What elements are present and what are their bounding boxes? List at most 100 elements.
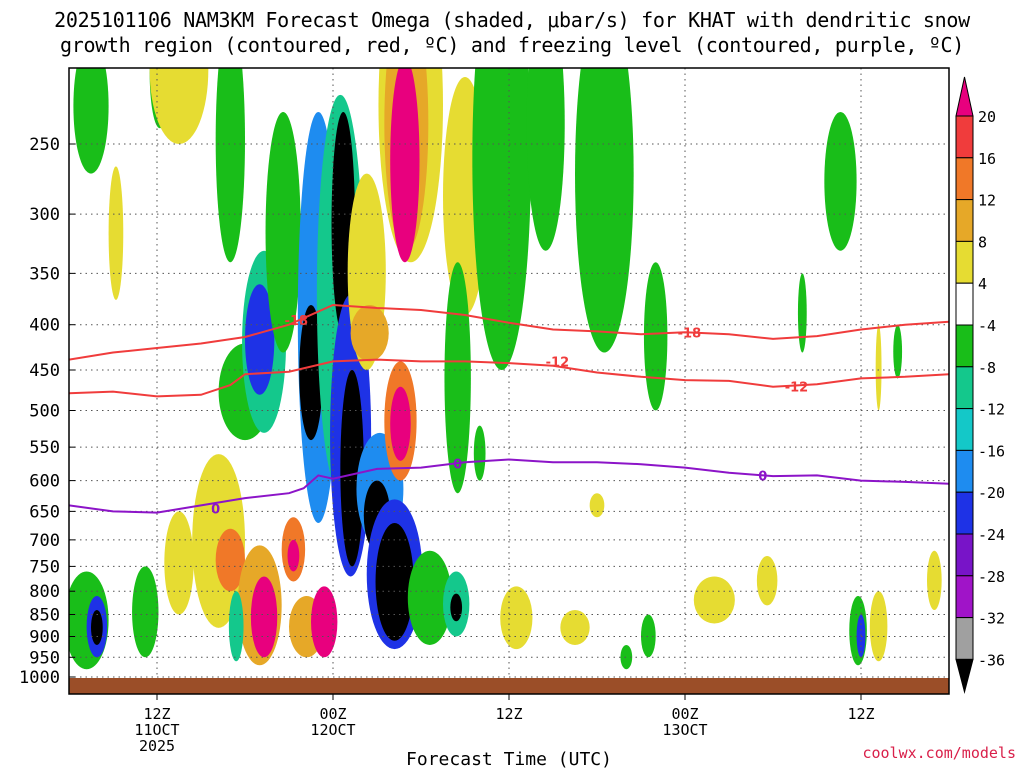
colorbar-segment-6 <box>955 366 974 410</box>
omega-blob-60 <box>927 550 942 610</box>
omega-blob-39 <box>91 609 103 645</box>
y-tick-label-350: 350 <box>29 264 60 284</box>
omega-blob-0 <box>108 166 124 300</box>
omega-blob-56 <box>756 556 778 606</box>
colorbar-top-cap <box>955 76 974 117</box>
omega-blob-29 <box>472 68 531 370</box>
contour-label-5: 0 <box>453 458 462 473</box>
contour-label-4: 0 <box>211 502 220 517</box>
omega-blob-33 <box>824 111 857 251</box>
omega-blob-13 <box>340 369 364 567</box>
x-tick-label-0-2: 2025 <box>139 737 175 755</box>
colorbar-bottom-cap <box>955 658 974 694</box>
grid <box>69 68 949 680</box>
omega-blob-59 <box>869 591 888 662</box>
omega-blob-17 <box>375 523 414 641</box>
omega-blob-25 <box>350 304 389 362</box>
y-tick-label-400: 400 <box>29 316 60 336</box>
y-tick-label-950: 950 <box>29 648 60 668</box>
dendritic-contour-1 <box>69 358 949 398</box>
omega-blob-51 <box>500 586 533 650</box>
y-tick-label-1000: 1000 <box>19 668 60 688</box>
omega-blob-47 <box>287 539 300 572</box>
chart-title-line1: 2025101106 NAM3KM Forecast Omega (shaded… <box>54 8 970 32</box>
dendritic-contour-0 <box>69 303 949 361</box>
x-tick-label-0-0: 12Z <box>143 705 170 723</box>
colorbar-label-8: -16 <box>978 442 1005 460</box>
omega-blob-32 <box>643 262 668 411</box>
omega-blob-62 <box>589 493 605 518</box>
contour-label-3: -12 <box>785 381 809 396</box>
colorbar-segment-7 <box>955 408 974 451</box>
y-tick-label-800: 800 <box>29 582 60 602</box>
y-tick-label-900: 900 <box>29 627 60 647</box>
colorbar-label-6: -8 <box>978 359 996 377</box>
y-tick-label-650: 650 <box>29 502 60 522</box>
omega-blob-1 <box>73 68 109 174</box>
omega-blob-3 <box>215 68 245 263</box>
omega-blob-36 <box>149 68 209 144</box>
colorbar-label-0: 20 <box>978 108 996 126</box>
omega-blob-43 <box>215 528 245 592</box>
colorbar-label-13: -36 <box>978 651 1005 669</box>
x-axis-label: Forecast Time (UTC) <box>406 749 612 768</box>
colorbar-label-11: -28 <box>978 568 1005 586</box>
colorbar-label-1: 16 <box>978 150 996 168</box>
x-tick-label-1-1: 12OCT <box>310 721 355 739</box>
freezing-level-contour <box>69 458 949 514</box>
y-tick-label-850: 850 <box>29 606 60 626</box>
colorbar-segment-8 <box>955 449 974 493</box>
y-tick-label-600: 600 <box>29 472 60 492</box>
x-tick-label-2-0: 12Z <box>495 705 522 723</box>
colorbar-label-3: 8 <box>978 233 987 251</box>
x-tick-label-1-0: 00Z <box>319 705 346 723</box>
omega-blob-54 <box>641 614 656 658</box>
x-tick-label-3-1: 13OCT <box>662 721 707 739</box>
y-tick-label-300: 300 <box>29 205 60 225</box>
omega-blob-34 <box>797 273 807 353</box>
omega-blob-55 <box>693 576 735 624</box>
omega-blob-21 <box>390 68 420 263</box>
omega-blob-41 <box>164 511 194 615</box>
omega-blob-61 <box>875 324 882 411</box>
omega-shading <box>69 68 942 670</box>
terrain-band <box>69 678 949 694</box>
omega-blob-28 <box>450 593 463 622</box>
y-tick-label-500: 500 <box>29 402 60 422</box>
x-tick-label-3-0: 00Z <box>671 705 698 723</box>
omega-blob-50 <box>228 591 244 662</box>
contour-label-6: 0 <box>758 469 767 484</box>
colorbar-segment-12 <box>955 617 974 660</box>
omega-blob-53 <box>620 644 633 670</box>
colorbar-segment-4 <box>955 282 974 326</box>
omega-blob-49 <box>311 586 338 658</box>
colorbar: 20 16 12 8 4 -4 -8 -12 -16 -20 -24 -28 -32 -36 <box>955 76 1005 694</box>
omega-blob-7 <box>265 111 301 353</box>
colorbar-label-2: 12 <box>978 192 996 210</box>
colorbar-label-12: -32 <box>978 610 1005 628</box>
omega-blob-6 <box>244 284 275 395</box>
y-tick-label-250: 250 <box>29 135 60 155</box>
colorbar-label-10: -24 <box>978 526 1005 544</box>
colorbar-segment-2 <box>955 199 974 242</box>
colorbar-segment-0 <box>955 115 974 159</box>
contour-label-2: -18 <box>678 326 702 341</box>
x-tick-label-0-1: 11OCT <box>134 721 179 739</box>
contours: -18 -12 -18 -12 0 0 0 <box>69 303 949 517</box>
omega-blob-52 <box>560 609 590 645</box>
omega-blob-30 <box>526 68 565 251</box>
omega-blob-35 <box>893 324 903 379</box>
colorbar-segment-9 <box>955 491 974 535</box>
colorbar-label-9: -20 <box>978 484 1005 502</box>
omega-blob-23 <box>390 386 411 461</box>
colorbar-segment-3 <box>955 240 974 284</box>
credit-text: coolwx.com/models <box>862 744 1016 762</box>
omega-blob-40 <box>132 566 159 658</box>
colorbar-segment-10 <box>955 533 974 577</box>
colorbar-label-4: 4 <box>978 275 987 293</box>
axes: 2503003504004505005506006507007508008509… <box>19 135 875 755</box>
colorbar-segment-11 <box>955 575 974 619</box>
contour-label-1: -12 <box>546 355 570 370</box>
y-tick-label-450: 450 <box>29 361 60 381</box>
